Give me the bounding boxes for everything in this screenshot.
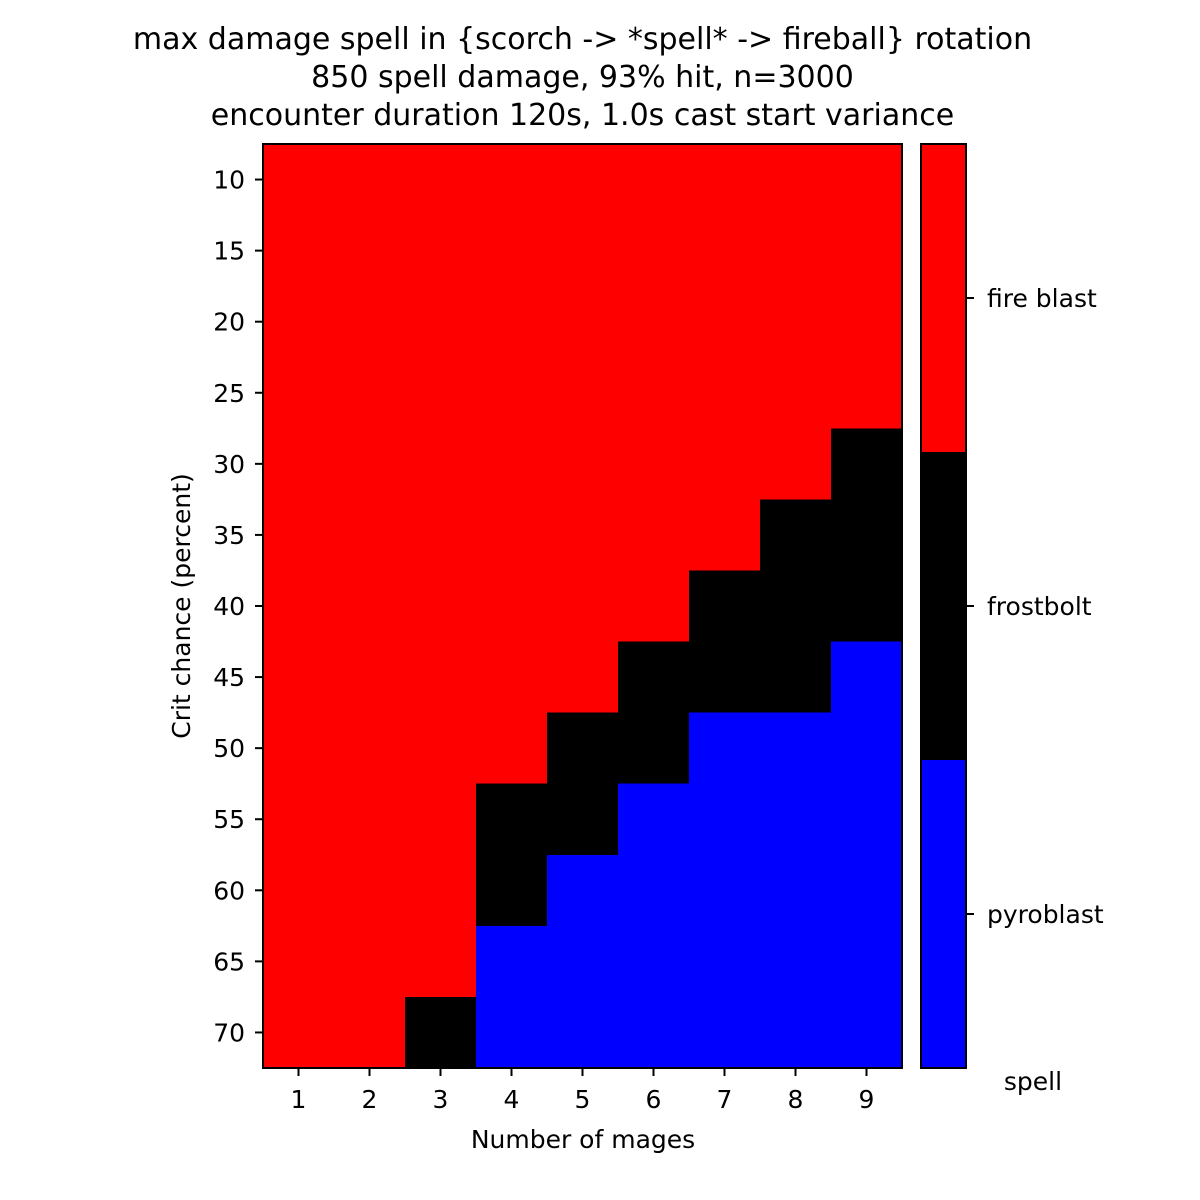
- heatmap-cell-6-frostbolt: [618, 641, 690, 784]
- heatmap-cell-7-frostbolt: [689, 570, 761, 713]
- colorbar-tick-label: pyroblast: [987, 900, 1104, 929]
- heatmap-cell-9-fire-blast: [831, 144, 903, 429]
- heatmap-cell-9-pyroblast: [831, 641, 903, 1068]
- heatmap-cell-4-fire-blast: [476, 144, 548, 784]
- heatmap-cell-8-frostbolt: [760, 499, 832, 713]
- heatmap-cell-7-fire-blast: [689, 144, 761, 571]
- heatmap-cell-1-fire-blast: [263, 144, 335, 1068]
- x-tick-label: 4: [504, 1085, 520, 1114]
- heatmap-cell-8-pyroblast: [760, 712, 832, 1068]
- colorbar-segment-frostbolt: [921, 452, 966, 760]
- y-tick-label: 35: [213, 521, 245, 550]
- chart-title-line-1: max damage spell in {scorch -> *spell* -…: [132, 22, 1033, 57]
- x-tick-label: 6: [646, 1085, 662, 1114]
- x-axis-ticks: 1 2 3 4 5 6 7 8 9: [291, 1068, 875, 1114]
- colorbar-label: spell: [1004, 1067, 1062, 1096]
- x-tick-label: 3: [433, 1085, 449, 1114]
- heatmap-cell-9-frostbolt: [831, 428, 903, 642]
- chart-title-line-3: encounter duration 120s, 1.0s cast start…: [210, 98, 955, 133]
- colorbar-tick-label: fire blast: [987, 284, 1097, 313]
- heatmap-cells: [263, 144, 903, 1068]
- y-tick-label: 25: [213, 379, 245, 408]
- y-tick-label: 55: [213, 805, 245, 834]
- x-tick-label: 8: [788, 1085, 804, 1114]
- heatmap-cell-3-frostbolt: [405, 996, 477, 1068]
- x-tick-label: 1: [291, 1085, 307, 1114]
- y-axis-ticks: 10 15 20 25 30 35 40 45 50 55 60 65 70: [213, 166, 263, 1047]
- y-tick-label: 65: [213, 947, 245, 976]
- y-tick-label: 60: [213, 876, 245, 905]
- colorbar-frame: [920, 143, 967, 1069]
- y-tick-label: 15: [213, 237, 245, 266]
- y-axis-label: Crit chance (percent): [167, 473, 196, 739]
- colorbar-segment-pyroblast: [921, 760, 966, 1068]
- x-tick-label: 2: [362, 1085, 378, 1114]
- y-tick-label: 30: [213, 450, 245, 479]
- y-tick-label: 70: [213, 1018, 245, 1047]
- y-tick-label: 40: [213, 592, 245, 621]
- heatmap-cell-5-fire-blast: [547, 144, 619, 713]
- heatmap-cell-4-frostbolt: [476, 783, 548, 926]
- y-tick-label: 45: [213, 663, 245, 692]
- heatmap-cell-6-fire-blast: [618, 144, 690, 642]
- x-tick-label: 9: [859, 1085, 875, 1114]
- y-tick-label: 50: [213, 734, 245, 763]
- y-tick-label: 10: [213, 166, 245, 195]
- x-tick-label: 7: [717, 1085, 733, 1114]
- x-axis-label: Number of mages: [471, 1125, 695, 1154]
- heatmap-cell-6-pyroblast: [618, 783, 690, 1068]
- heatmap-cell-3-fire-blast: [405, 144, 477, 997]
- heatmap-cell-5-frostbolt: [547, 712, 619, 855]
- colorbar-tick-label: frostbolt: [987, 592, 1092, 621]
- colorbar: pyroblast frostbolt fire blast: [921, 144, 1104, 1068]
- heatmap-cell-7-pyroblast: [689, 712, 761, 1068]
- heatmap-cell-8-fire-blast: [760, 144, 832, 500]
- y-tick-label: 20: [213, 308, 245, 337]
- heatmap-cell-2-fire-blast: [334, 144, 406, 1068]
- chart-title-line-2: 850 spell damage, 93% hit, n=3000: [311, 60, 854, 95]
- heatmap-cell-4-pyroblast: [476, 925, 548, 1068]
- colorbar-segment-fire-blast: [921, 144, 966, 452]
- x-tick-label: 5: [575, 1085, 591, 1114]
- heatmap-cell-5-pyroblast: [547, 854, 619, 1068]
